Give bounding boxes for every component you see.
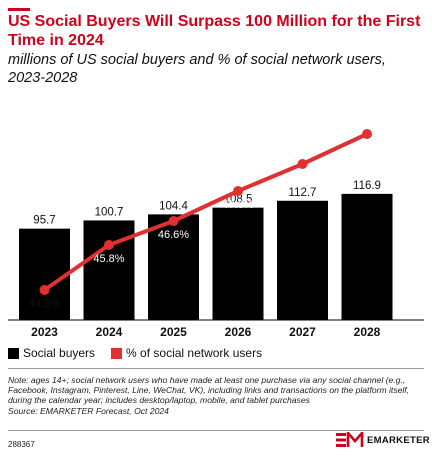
line-label-2024: 45.8% bbox=[93, 253, 124, 265]
line-point-2027 bbox=[297, 159, 308, 169]
bar-2024 bbox=[83, 220, 135, 320]
bar-label-2027: 112.7 bbox=[289, 187, 317, 199]
bar-label-2024: 100.7 bbox=[95, 206, 124, 218]
line-label-2025: 46.6% bbox=[158, 229, 189, 241]
line-label-2027: 48.5% bbox=[287, 172, 318, 184]
x-axis: 2023 2024 2025 2026 2027 2028 bbox=[8, 319, 424, 339]
bar-label-2023: 95.7 bbox=[33, 215, 55, 227]
bar-label-2025: 104.4 bbox=[159, 200, 188, 212]
x-tick-2025: 2025 bbox=[160, 325, 187, 339]
note-text: Note: ages 14+; social network users who… bbox=[8, 375, 410, 406]
bar-value-labels: 95.7 100.7 104.4 108.5 112.7 116.9 bbox=[33, 180, 381, 227]
brand-logo: EMARKETER bbox=[336, 432, 430, 448]
line-series: 44.3% 45.8% 46.6% 47.6% 48.5% 49.5% bbox=[29, 129, 383, 310]
bar-label-2026: 108.5 bbox=[224, 194, 253, 206]
bar-2023 bbox=[19, 228, 70, 320]
divider-bottom bbox=[8, 430, 424, 431]
chart-subtitle: millions of US social buyers and % of so… bbox=[8, 52, 386, 86]
em-logo-icon bbox=[336, 432, 364, 447]
line-label-2023: 44.3% bbox=[29, 298, 60, 310]
x-tick-2027: 2027 bbox=[289, 325, 316, 339]
chart-note: Note: ages 14+; social network users who… bbox=[8, 375, 426, 416]
line-path bbox=[43, 132, 368, 292]
bar-label-2028: 116.9 bbox=[353, 180, 381, 192]
title-accent-bar bbox=[8, 8, 30, 11]
legend-swatch-social-buyers bbox=[8, 347, 19, 359]
line-label-2028: 49.5% bbox=[351, 142, 382, 154]
x-tick-2023: 2023 bbox=[31, 325, 58, 339]
bar-series bbox=[19, 193, 393, 320]
combo-chart: 95.7 100.7 104.4 108.5 112.7 116.9 44.3% 45.8%… bbox=[8, 129, 424, 339]
line-point-2026 bbox=[233, 186, 243, 196]
line-point-2024 bbox=[104, 240, 114, 250]
bar-2026 bbox=[212, 207, 264, 320]
legend-label-social-network-users: % of social network users bbox=[126, 346, 263, 360]
line-label-2026: 47.6% bbox=[222, 199, 253, 211]
x-tick-2026: 2026 bbox=[225, 325, 252, 339]
bar-2027 bbox=[277, 200, 328, 320]
divider-top bbox=[8, 368, 424, 369]
line-point-2025 bbox=[168, 216, 179, 226]
x-tick-2024: 2024 bbox=[96, 325, 123, 339]
legend: Social buyers % of social network users bbox=[8, 346, 278, 360]
chart-id: 288367 bbox=[8, 440, 35, 449]
source-text: Source: EMARKETER Forecast, Oct 2024 bbox=[8, 405, 169, 416]
chart-title: US Social Buyers Will Surpass 100 Millio… bbox=[8, 13, 421, 49]
bar-2028 bbox=[341, 193, 393, 320]
bar-2025 bbox=[148, 214, 199, 320]
x-tick-2028: 2028 bbox=[354, 325, 381, 339]
legend-swatch-social-network-users bbox=[111, 347, 123, 359]
legend-label-social-buyers: Social buyers bbox=[23, 346, 96, 360]
line-point-2028 bbox=[362, 129, 372, 139]
line-point-2023 bbox=[39, 285, 50, 295]
brand-name: EMARKETER bbox=[367, 434, 430, 446]
